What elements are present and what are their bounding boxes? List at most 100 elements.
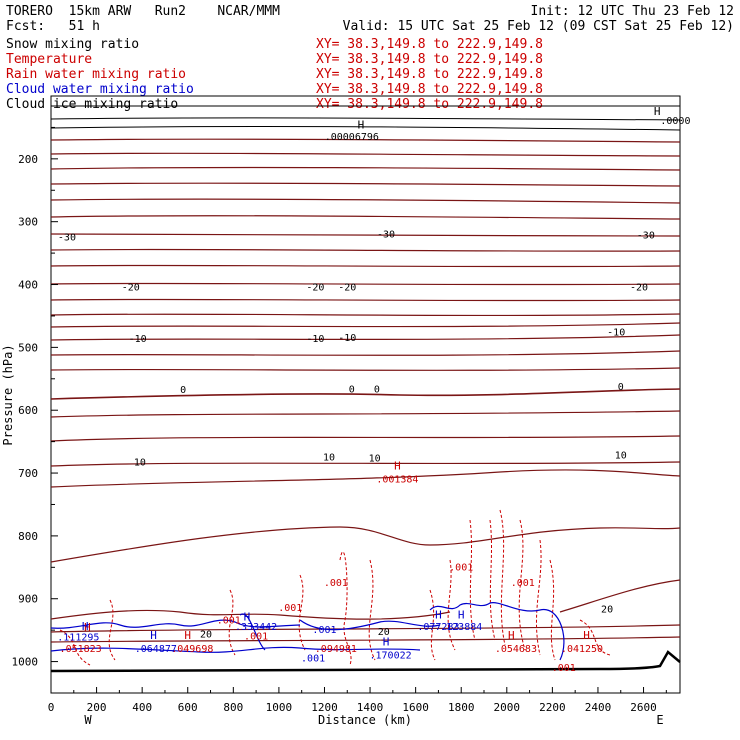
temperature-label: 0 — [349, 384, 355, 395]
cloud-water-label: .123884 — [440, 622, 482, 633]
legend-label: Rain water mixing ratio — [6, 67, 186, 82]
cloud-water-label: .111295 — [57, 633, 99, 644]
rain-label: .054683 — [495, 644, 537, 655]
high-marker: H — [654, 105, 661, 118]
high-marker: H — [84, 621, 91, 634]
legend-label: Cloud water mixing ratio — [6, 82, 194, 97]
legend-label: Cloud ice mixing ratio — [6, 97, 178, 112]
high-marker: H — [435, 608, 442, 621]
rain-label: .001 — [511, 578, 535, 589]
terrain-line — [50, 650, 681, 673]
cloud-water-label: .064877 — [135, 644, 177, 655]
high-marker: H — [583, 629, 590, 642]
y-tick-label: 1000 — [12, 656, 39, 669]
temperature-label: -30 — [637, 231, 655, 242]
x-tick-label: 800 — [223, 701, 243, 714]
x-tick-label: 2400 — [585, 701, 612, 714]
legend-xy: XY= 38.3,149.8 to 222.9,149.8 — [316, 37, 543, 52]
snow-label: .00006796 — [325, 132, 379, 143]
legend-xy: XY= 38.3,149.8 to 222.9,149.8 — [316, 52, 543, 67]
temperature-label: -10 — [129, 334, 147, 345]
cloud-water-label: .077283 — [417, 622, 459, 633]
rain-label: .001384 — [376, 474, 418, 485]
temperature-label: 10 — [134, 457, 146, 468]
temperature-label: -20 — [338, 283, 356, 294]
temperature-contours — [50, 138, 681, 643]
temperature-label: -30 — [58, 232, 76, 243]
legend-xy: XY= 38.3,149.8 to 222.9,149.8 — [316, 82, 543, 97]
x-tick-label: 400 — [132, 701, 152, 714]
temperature-label: -20 — [122, 283, 140, 294]
temperature-label: 10 — [615, 450, 627, 461]
rain-label: .001 — [552, 663, 576, 674]
y-axis-label: Pressure (hPa) — [1, 344, 15, 445]
x-tick-label: 2200 — [539, 701, 566, 714]
x-tick-label: 2000 — [494, 701, 521, 714]
temperature-label: 10 — [323, 452, 335, 463]
temperature-label: 10 — [369, 454, 381, 465]
x-tick-label: 1000 — [266, 701, 293, 714]
x-tick-label: 0 — [48, 701, 55, 714]
high-marker: H — [508, 629, 515, 642]
x-axis-label: Distance (km) — [318, 713, 412, 727]
cloud-water-label: .001 — [301, 653, 325, 664]
y-tick-label: 200 — [18, 153, 38, 166]
temperature-label: 0 — [374, 384, 380, 395]
x-tick-label: 1400 — [357, 701, 384, 714]
snow-label: .0000 — [660, 116, 690, 127]
high-marker: H — [358, 118, 365, 131]
high-marker: H — [383, 635, 390, 648]
east-label: E — [656, 713, 663, 727]
header-init: Init: 12 UTC Thu 23 Feb 12 — [531, 4, 735, 19]
legend-label: Temperature — [6, 52, 92, 67]
cloud-water-contours — [50, 602, 565, 661]
rain-label: .041250 — [561, 644, 603, 655]
temperature-label: -10 — [306, 334, 324, 345]
rain-label: .001 — [449, 562, 473, 573]
header-fcst: Fcst: 51 h — [6, 19, 100, 34]
axes: 0 200 400 600 800 1000 1200 1400 1600 1800 2000 220… — [1, 126, 667, 727]
x-tick-label: 200 — [87, 701, 107, 714]
plot-frame — [50, 95, 681, 694]
high-marker: H — [458, 608, 465, 621]
high-marker: H — [150, 629, 157, 642]
y-tick-label: 800 — [18, 530, 38, 543]
y-tick-label: 700 — [18, 467, 38, 480]
temperature-label: 20 — [200, 630, 212, 641]
legend-label: Snow mixing ratio — [6, 37, 139, 52]
temperature-label: 0 — [618, 382, 624, 393]
temperature-label: -30 — [377, 229, 395, 240]
temperature-label: -20 — [306, 283, 324, 294]
rain-label: .051823 — [60, 644, 102, 655]
rain-label: .001 — [217, 616, 241, 627]
y-tick-label: 500 — [18, 341, 38, 354]
rain-label: .001 — [324, 578, 348, 589]
x-tick-label: 600 — [178, 701, 198, 714]
header-model: TORERO 15km ARW Run2 NCAR/MMM — [6, 4, 280, 19]
temperature-label: 20 — [601, 604, 613, 615]
snow-contours — [50, 105, 681, 131]
high-marker: H — [244, 610, 251, 623]
y-tick-label: 400 — [18, 279, 38, 292]
x-tick-label: 1200 — [311, 701, 338, 714]
rain-label: .001 — [278, 603, 302, 614]
legend: Snow mixing ratio XY= 38.3,149.8 to 222.9… — [6, 37, 543, 112]
chart-marks: -30 -30 -30 -20 -20 -20 -20 -10 -10 -10 -10 0 0 0 0 10 1… — [57, 105, 690, 674]
temperature-label: -10 — [607, 327, 625, 338]
legend-xy: XY= 38.3,149.8 to 222.9,149.8 — [316, 97, 543, 112]
temperature-label: -10 — [338, 333, 356, 344]
y-tick-label: 300 — [18, 216, 38, 229]
rain-label: .094981 — [315, 644, 357, 655]
y-tick-label: 600 — [18, 404, 38, 417]
rain-label: .001 — [244, 631, 268, 642]
y-tick-label: 900 — [18, 593, 38, 606]
header-valid: Valid: 15 UTC Sat 25 Feb 12 (09 CST Sat … — [343, 19, 734, 34]
temperature-label: -20 — [630, 283, 648, 294]
high-marker: H — [82, 620, 89, 633]
x-tick-label: 1800 — [448, 701, 475, 714]
cloud-water-label: .001 — [312, 625, 336, 636]
cloud-water-label: .333442 — [235, 622, 277, 633]
rain-label: .049698 — [171, 644, 213, 655]
high-marker: H — [184, 629, 191, 642]
